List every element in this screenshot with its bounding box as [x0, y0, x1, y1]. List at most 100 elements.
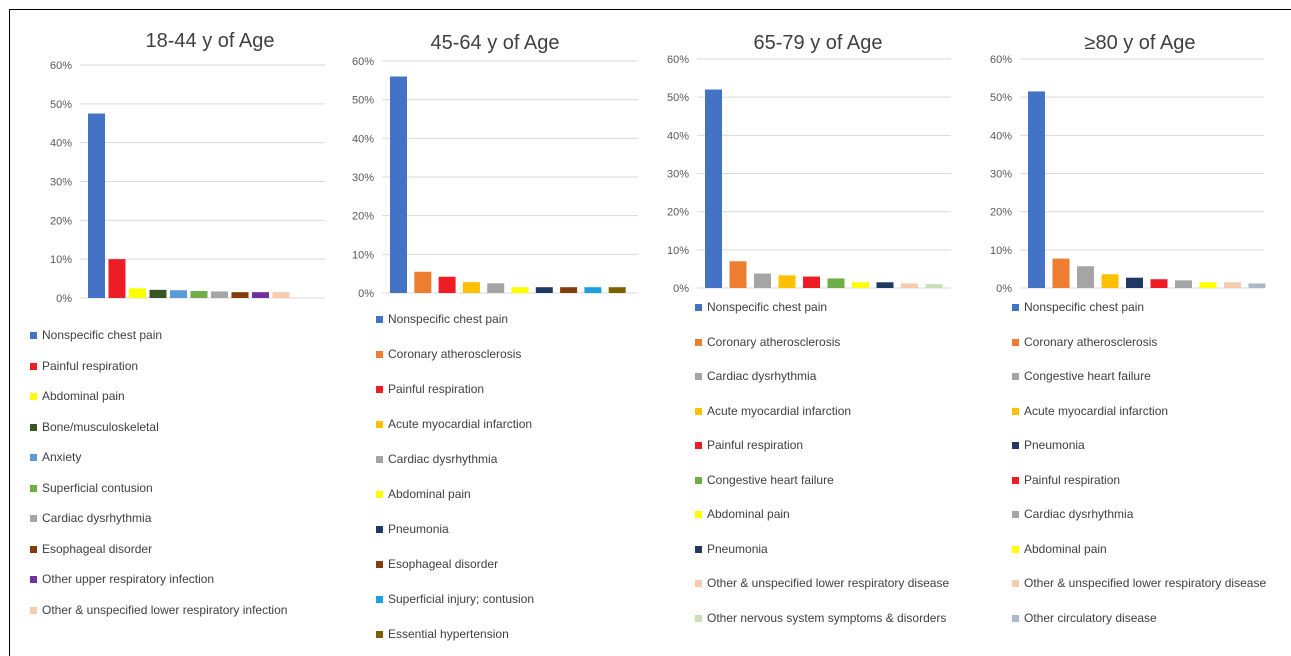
legend-item: Nonspecific chest pain	[695, 300, 965, 315]
legend-label: Other upper respiratory infection	[42, 572, 215, 586]
y-tick-label: 30%	[667, 169, 689, 181]
bar	[1150, 279, 1168, 288]
y-tick-label: 40%	[352, 133, 374, 145]
legend-swatch	[695, 614, 702, 622]
chart-title: 45-64 y of Age	[431, 32, 560, 54]
bar	[754, 273, 771, 288]
legend-label: Cardiac dysrhythmia	[388, 452, 498, 466]
legend-label: Cardiac dysrhythmia	[1024, 507, 1134, 521]
legend-swatch	[695, 338, 702, 346]
legend-item: Acute myocardial infarction	[695, 404, 965, 419]
legend-label: Painful respiration	[1024, 472, 1121, 487]
bar	[535, 287, 553, 293]
legend-item: Abdominal pain	[1012, 542, 1282, 557]
legend-swatch	[376, 351, 383, 358]
legend-label: Pneumonia	[1024, 438, 1085, 452]
legend-swatch	[695, 476, 702, 484]
legend-label: Abdominal pain	[388, 487, 471, 501]
legend-swatch	[376, 456, 383, 463]
legend-swatch	[30, 484, 37, 492]
legend-label: Other & unspecified lower respiratory di…	[1024, 576, 1267, 590]
legend-swatch	[376, 316, 383, 323]
bar	[231, 292, 249, 298]
legend-swatch	[30, 576, 37, 583]
bar-chart: 18-44 y of Age 0% 10% 20% 30% 40% 50% 60%	[50, 30, 325, 305]
bar	[729, 261, 747, 288]
legend-swatch	[376, 491, 383, 498]
legend-item: Congestive heart failure	[695, 473, 965, 488]
legend-swatch	[1012, 407, 1019, 415]
legend-item: Coronary atherosclerosis	[695, 335, 965, 350]
bar	[1175, 280, 1192, 288]
y-tick-label: 20%	[990, 207, 1012, 219]
y-tick-label: 0%	[673, 283, 689, 295]
legend-item: Acute myocardial infarction	[1012, 404, 1282, 419]
legend-item: Congestive heart failure	[1012, 369, 1282, 384]
y-tick-label: 50%	[50, 99, 72, 111]
bar	[108, 259, 126, 298]
bar	[88, 113, 105, 299]
y-tick-label: 60%	[352, 56, 374, 68]
legend-item: Nonspecific chest pain	[1012, 300, 1282, 315]
bar	[1224, 282, 1241, 288]
y-tick-label: 10%	[667, 245, 689, 257]
bar-chart: 45-64 y of Age 0% 10% 20% 30% 40% 50% 60%	[352, 32, 638, 300]
bar	[1077, 266, 1094, 288]
y-tick-label: 20%	[667, 207, 689, 219]
legend-item: Painful respiration	[1012, 473, 1282, 488]
legend-label: Congestive heart failure	[1024, 369, 1151, 383]
legend-item: Esophageal disorder	[376, 557, 646, 572]
bar	[129, 288, 146, 298]
bar	[487, 283, 505, 293]
chart-title: ≥80 y of Age	[1084, 32, 1195, 54]
legend-item: Essential hypertension	[376, 627, 646, 642]
y-tick-label: 40%	[990, 130, 1012, 142]
legend-item: Anxiety	[30, 450, 350, 465]
chart-panel-4: ≥80 y of Age 0% 10% 20% 30% 40% 50% 60% Nonspeci…	[965, 0, 1287, 650]
legend-label: Other nervous system symptoms & disorder…	[707, 610, 947, 625]
legend-label: Painful respiration	[42, 358, 139, 373]
legend-item: Bone/musculoskeletal	[30, 420, 350, 435]
chart-panel-3: 65-79 y of Age 0% 10% 20% 30% 40% 50% 60% Nonspe…	[645, 0, 967, 650]
legend-label: Coronary atherosclerosis	[1024, 334, 1158, 349]
legend-label: Acute myocardial infarction	[388, 417, 533, 431]
legend-item: Nonspecific chest pain	[30, 328, 350, 343]
chart-panel-1: 18-44 y of Age 0% 10% 20% 30% 40% 50% 60% Nonspe…	[20, 0, 342, 650]
legend-label: Nonspecific chest pain	[388, 312, 509, 326]
bar	[190, 291, 208, 298]
y-tick-label: 30%	[990, 169, 1012, 181]
legend-label: Other & unspecified lower respiratory in…	[42, 602, 288, 617]
legend-label: Nonspecific chest pain	[707, 300, 828, 314]
legend-label: Abdominal pain	[1024, 541, 1107, 556]
y-tick-label: 60%	[667, 54, 689, 66]
y-tick-label: 40%	[667, 130, 689, 142]
bar	[438, 276, 456, 293]
legend-swatch	[376, 386, 383, 393]
bar	[876, 282, 894, 288]
legend-swatch	[695, 511, 702, 518]
y-tick-label: 20%	[352, 211, 374, 223]
legend-swatch	[376, 421, 383, 428]
legend-item: Superficial injury; contusion	[376, 592, 646, 607]
legend-swatch	[1012, 304, 1019, 311]
legend-label: Superficial injury; contusion	[388, 592, 535, 606]
legend-item: Cardiac dysrhythmia	[30, 511, 350, 526]
y-tick-label: 0%	[996, 283, 1012, 295]
legend-label: Coronary atherosclerosis	[388, 347, 522, 361]
legend-swatch	[30, 606, 37, 614]
legend-label: Bone/musculoskeletal	[42, 419, 159, 434]
chart-panel-2: 45-64 y of Age 0% 10% 20% 30% 40% 50% 60% Nonspe…	[330, 0, 652, 650]
legend-swatch	[30, 362, 37, 370]
legend-item: Painful respiration	[30, 359, 350, 374]
bar	[1101, 274, 1119, 288]
legend-item: Other circulatory disease	[1012, 611, 1282, 626]
y-tick-label: 0%	[358, 288, 374, 300]
legend-item: Other nervous system symptoms & disorder…	[695, 611, 965, 626]
legend-label: Essential hypertension	[388, 627, 509, 641]
legend-item: Acute myocardial infarction	[376, 417, 646, 432]
y-tick-label: 30%	[50, 177, 72, 189]
chart-title: 65-79 y of Age	[754, 32, 883, 54]
figure-frame	[9, 9, 1291, 656]
bar	[852, 282, 869, 288]
legend-swatch	[1012, 545, 1019, 553]
